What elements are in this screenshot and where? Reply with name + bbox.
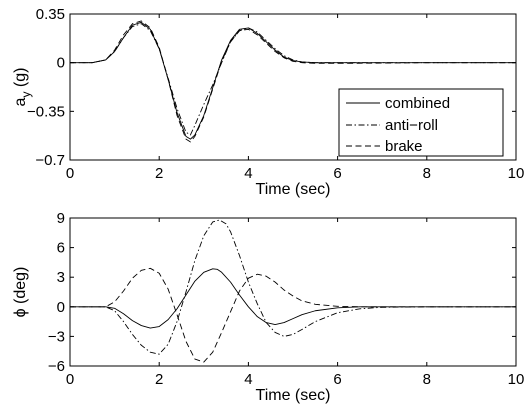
y-axis-label-unit: (g) <box>12 68 29 92</box>
y-tick-label: 6 <box>57 240 65 257</box>
y-tick-label: 0.35 <box>36 6 65 23</box>
x-axis-label: Time (sec) <box>256 181 331 198</box>
y-tick-label: −0.7 <box>35 152 65 169</box>
series-lines <box>70 219 516 363</box>
y-axis-ticks: 0.35 0 −0.35 −0.7 <box>27 6 516 169</box>
legend-label-anti-roll: anti−roll <box>385 117 438 134</box>
y-axis-ticks: 9 6 3 0 −3 −6 <box>48 210 516 375</box>
svg-text:ay (g): ay (g) <box>12 68 33 107</box>
series-line-brake <box>70 267 516 363</box>
x-tick-label: 10 <box>508 371 525 388</box>
y-tick-label: 9 <box>57 210 65 227</box>
x-tick-label: 6 <box>333 371 341 388</box>
x-tick-label: 0 <box>66 165 74 182</box>
x-tick-label: 6 <box>333 165 341 182</box>
x-tick-label: 4 <box>244 371 252 388</box>
roll-angle-panel: 0 2 4 6 8 10 9 6 3 0 −3 −6 Time (sec) ϕ (deg) <box>12 210 524 404</box>
series-line-combined <box>70 268 516 329</box>
y-tick-label: −3 <box>48 328 65 345</box>
x-axis-ticks: 0 2 4 6 8 10 <box>66 14 525 182</box>
x-axis-ticks: 0 2 4 6 8 10 <box>66 218 525 388</box>
legend-label-brake: brake <box>385 138 423 155</box>
plot-frame <box>69 217 517 367</box>
y-axis-label-subscript: y <box>19 92 33 98</box>
legend-box <box>338 88 504 157</box>
series-line-brake <box>70 20 516 143</box>
y-tick-label: 0 <box>57 55 65 72</box>
y-axis-label-main: a <box>12 97 29 106</box>
y-axis-label-unit: (deg) <box>12 267 29 309</box>
y-tick-label: −6 <box>48 358 65 375</box>
x-tick-label: 2 <box>155 165 163 182</box>
svg-text:ϕ (deg): ϕ (deg) <box>12 267 29 318</box>
y-axis-label: ϕ (deg) <box>12 267 29 318</box>
x-tick-label: 0 <box>66 371 74 388</box>
x-tick-label: 2 <box>155 371 163 388</box>
series-line-anti-roll <box>70 219 516 355</box>
y-axis-label: ay (g) <box>12 68 33 107</box>
x-axis-label: Time (sec) <box>256 387 331 404</box>
legend-label-combined: combined <box>385 95 450 112</box>
legend: combined anti−roll brake <box>338 88 504 157</box>
series-lines <box>70 20 516 143</box>
x-tick-label: 10 <box>508 165 525 182</box>
x-tick-label: 8 <box>423 165 431 182</box>
acceleration-panel: 0 2 4 6 8 10 0.35 0 −0.35 −0.7 Time (sec) ay (g)… <box>12 6 524 198</box>
y-tick-label: 0 <box>57 299 65 316</box>
x-tick-label: 4 <box>244 165 252 182</box>
y-axis-label-symbol: ϕ <box>12 308 29 317</box>
y-tick-label: −0.35 <box>27 103 65 120</box>
series-line-anti-roll <box>70 23 516 136</box>
x-tick-label: 8 <box>423 371 431 388</box>
y-tick-label: 3 <box>57 269 65 286</box>
